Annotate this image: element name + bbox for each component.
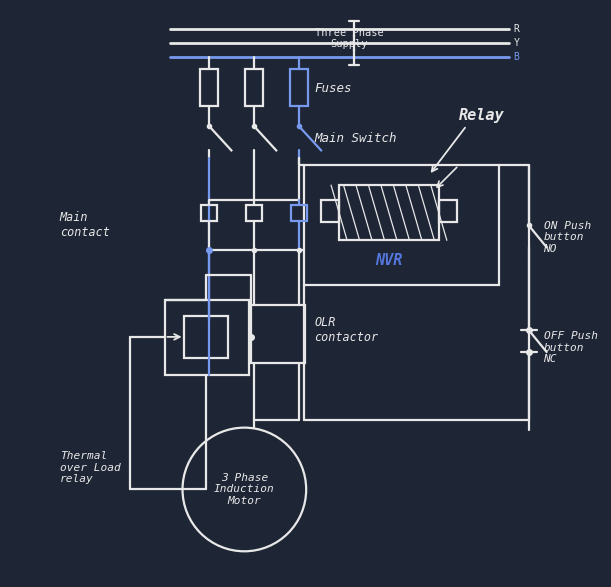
Text: ON Push
button
NO: ON Push button NO: [544, 221, 591, 254]
Bar: [439, 200, 457, 222]
Bar: [304, 166, 499, 285]
Bar: [251, 305, 305, 363]
Text: B: B: [514, 52, 519, 62]
Bar: [246, 69, 263, 106]
Bar: [290, 69, 308, 106]
Bar: [291, 205, 307, 221]
Text: OLR
contactor: OLR contactor: [314, 316, 378, 344]
Text: Main Switch: Main Switch: [314, 132, 397, 145]
Bar: [185, 316, 229, 358]
Text: Three Phase
Supply: Three Phase Supply: [315, 28, 384, 49]
Text: Relay: Relay: [459, 108, 505, 123]
Text: Fuses: Fuses: [314, 82, 352, 95]
Text: Y: Y: [514, 38, 519, 48]
Bar: [321, 200, 339, 222]
Bar: [164, 300, 249, 375]
Text: Main
contact: Main contact: [60, 211, 110, 239]
Text: NVR: NVR: [375, 252, 403, 268]
Text: OFF Push
button
NC: OFF Push button NC: [544, 331, 598, 365]
Bar: [246, 205, 262, 221]
Bar: [200, 69, 218, 106]
Bar: [339, 185, 439, 240]
Text: 3 Phase
Induction
Motor: 3 Phase Induction Motor: [214, 473, 275, 506]
Bar: [202, 205, 218, 221]
Text: R: R: [514, 23, 519, 33]
Text: Thermal
over Load
relay: Thermal over Load relay: [60, 451, 120, 484]
